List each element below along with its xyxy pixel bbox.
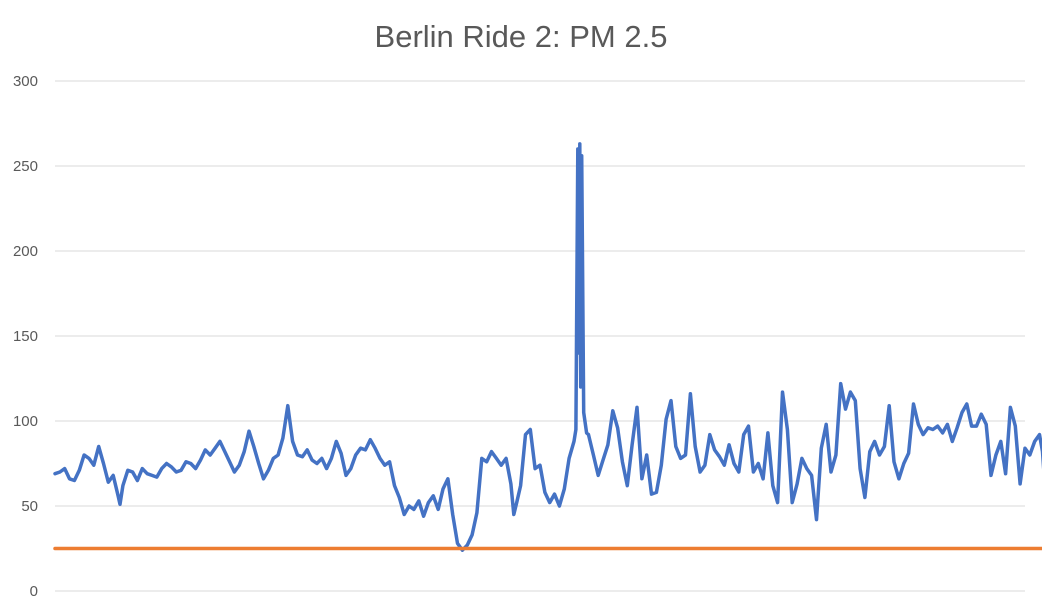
y-axis-tick-labels: 0 50 100 150 200 250 300 <box>13 73 38 600</box>
plot-area <box>53 142 1042 552</box>
y-tick-label-50: 50 <box>21 498 38 515</box>
y-tick-label-150: 150 <box>13 328 38 345</box>
y-tick-label-200: 200 <box>13 243 38 260</box>
y-tick-label-300: 300 <box>13 73 38 90</box>
chart-title: Berlin Ride 2: PM 2.5 <box>375 19 668 54</box>
y-tick-label-100: 100 <box>13 413 38 430</box>
grid <box>55 80 1025 592</box>
y-tick-label-0: 0 <box>30 583 38 600</box>
y-tick-label-250: 250 <box>13 158 38 175</box>
series-line-1 <box>53 142 1042 552</box>
